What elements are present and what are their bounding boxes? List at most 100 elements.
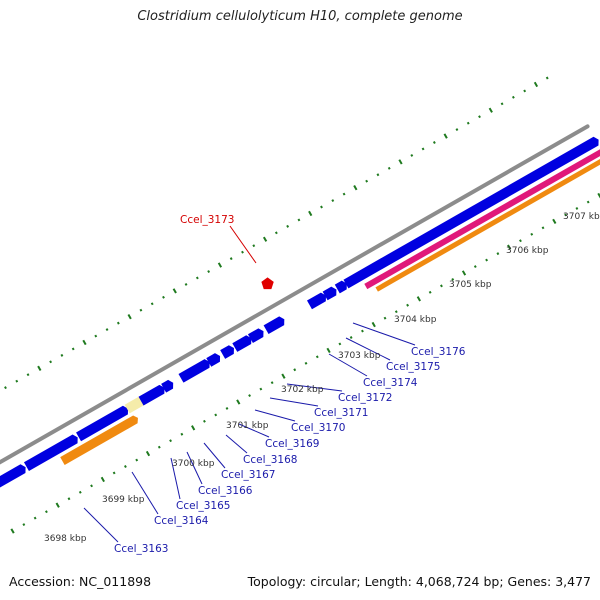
inner-scale-tick <box>180 432 184 436</box>
backbone-track <box>0 124 590 465</box>
inner-scale-tick <box>496 252 500 256</box>
outer-scale-tick <box>466 121 470 125</box>
outer-scale-tick <box>297 218 301 222</box>
inner-scale-tick <box>248 394 251 397</box>
outer-scale-tick <box>15 379 19 383</box>
backbone-line <box>0 124 590 465</box>
outer-scale-tick <box>342 192 346 196</box>
inner-scale-tick <box>541 226 545 230</box>
gene-label: Ccel_3163 <box>114 543 168 555</box>
inner-scale-tick <box>236 399 241 405</box>
inner-scale-tick <box>281 373 286 379</box>
inner-scale-tick <box>597 192 600 199</box>
outer-scale-tick <box>116 321 120 325</box>
outer-scale-tick <box>195 276 199 280</box>
cds-block <box>161 379 174 393</box>
label-leader-line <box>254 409 296 422</box>
outer-scale-tick <box>274 231 278 235</box>
outer-scale-tick <box>184 282 188 286</box>
outer-scale-tick <box>443 133 448 139</box>
inner-scale-tick <box>564 213 568 217</box>
outer-scale-tick <box>523 89 527 93</box>
label-leader-line <box>203 442 226 469</box>
label-leader-line <box>286 383 343 392</box>
inner-scale-tick <box>157 445 161 449</box>
inner-scale-tick <box>22 523 26 527</box>
orange-block <box>60 415 138 465</box>
cds-block <box>138 384 165 406</box>
inner-scale-tick <box>304 361 308 365</box>
outer-scale-tick <box>127 314 132 320</box>
inner-scale-tick <box>461 270 467 276</box>
gene-label: Ccel_3174 <box>363 377 418 389</box>
outer-scale-tick <box>387 166 391 170</box>
outer-scale-tick <box>500 102 504 106</box>
label-leader-line <box>238 423 270 438</box>
cds-block <box>263 316 285 335</box>
gene-label: Ccel_3164 <box>154 515 209 527</box>
inner-scale-tick <box>394 310 398 314</box>
gene-label: Ccel_3173 <box>180 214 234 226</box>
outer-scale-tick <box>71 347 75 351</box>
outer-scale-tick <box>49 360 53 364</box>
gene-label: Ccel_3169 <box>265 438 319 450</box>
inner-scale-tick <box>361 329 364 333</box>
outer-scale-tick <box>365 179 369 183</box>
inner-scale-tick <box>145 450 151 457</box>
inner-scale-tick <box>485 258 489 262</box>
inner-scale-ticks <box>10 192 600 534</box>
label-leader-line <box>328 353 368 377</box>
highlighted-gene <box>261 277 274 290</box>
inner-scale-tick <box>100 476 105 483</box>
inner-scale-tick <box>371 321 376 328</box>
label-leader-line <box>269 397 319 407</box>
cds-block <box>23 434 78 471</box>
outer-scale-tick <box>511 95 515 99</box>
outer-scale-tick <box>410 153 414 157</box>
outer-scale-tick <box>252 244 256 248</box>
inner-scale-tick <box>55 502 60 508</box>
outer-scale-tick <box>533 81 539 88</box>
gene-labels: Ccel_3163 Ccel_3164 Ccel_3165 Ccel_3166 Ccel… <box>114 214 466 555</box>
outer-scale-tick <box>139 308 143 312</box>
inner-scale-tick <box>416 296 421 302</box>
scale-tick-label: 3699 kbp <box>102 495 145 505</box>
outer-scale-tick <box>150 302 154 306</box>
outer-scale-tick <box>82 339 87 346</box>
inner-scale-tick <box>270 381 274 385</box>
scale-tick-label: 3698 kbp <box>44 534 87 544</box>
gene-label: Ccel_3166 <box>198 485 253 497</box>
genome-summary-text: Topology: circular; Length: 4,068,724 bp… <box>247 574 591 589</box>
scale-tick-label: 3707 kbp <box>563 212 600 222</box>
inner-scale-tick <box>428 290 432 294</box>
inner-scale-tick <box>135 458 139 462</box>
map-title: Clostridium cellulolyticum H10, complete… <box>137 9 463 24</box>
inner-scale-tick <box>191 425 196 431</box>
label-leader-line <box>170 457 181 500</box>
scale-tick-label: 3706 kbp <box>506 246 549 256</box>
scale-tick-label: 3705 kbp <box>449 280 492 290</box>
label-leader-line <box>225 434 248 454</box>
inner-scale-tick <box>315 355 319 359</box>
outer-scale-tick <box>172 288 177 294</box>
label-leader-line <box>229 225 257 264</box>
accession-text: Accession: NC_011898 <box>9 574 152 589</box>
scale-tick-label: 3702 kbp <box>281 385 324 395</box>
scale-tick-label: 3703 kbp <box>338 351 381 361</box>
inner-scale-tick <box>440 284 443 288</box>
scale-tick-label: 3701 kbp <box>226 421 269 431</box>
label-leader-line <box>83 507 119 543</box>
outer-scale-tick <box>26 373 30 377</box>
inner-scale-tick <box>451 277 455 281</box>
inner-scale-tick <box>90 484 93 488</box>
gene-label: Ccel_3167 <box>221 469 275 481</box>
inner-scale-tick <box>519 239 522 243</box>
outer-scale-tick <box>376 173 380 177</box>
cds-block <box>307 292 326 310</box>
inner-scale-tick <box>586 200 590 204</box>
scale-tick-label: 3700 kbp <box>172 459 215 469</box>
inner-scale-tick <box>338 342 342 346</box>
inner-scale-tick <box>259 387 263 391</box>
outer-scale-tick <box>105 328 109 332</box>
inner-scale-tick <box>169 439 172 443</box>
